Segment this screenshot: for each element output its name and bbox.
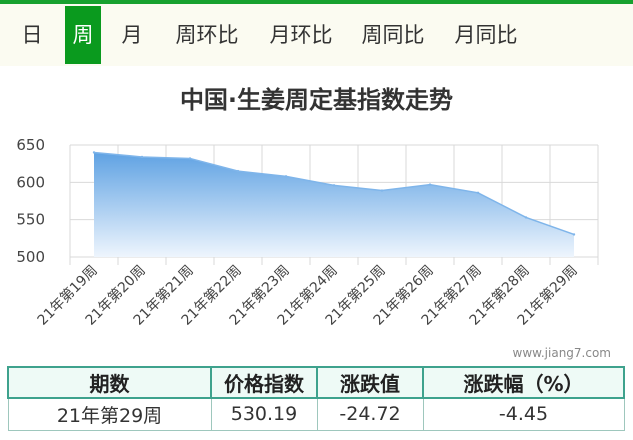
cell-change-value: -24.72 <box>316 397 424 431</box>
stats-data-row: 21年第29周 530.19 -24.72 -4.45 <box>7 397 625 431</box>
tab-month-mom[interactable]: 月环比 <box>269 23 333 47</box>
cell-period: 21年第29周 <box>7 397 212 431</box>
tab-month[interactable]: 月 <box>121 23 143 47</box>
top-accent-line <box>0 0 633 4</box>
data-point <box>428 183 432 186</box>
data-point <box>236 169 240 173</box>
watermark: www.jiang7.com <box>512 346 611 360</box>
cell-change-percent: -4.45 <box>422 397 625 431</box>
chart-title: 中国·生姜周定基指数走势 <box>179 86 454 114</box>
data-point <box>284 175 288 178</box>
header-change-value: 涨跌值 <box>316 366 424 399</box>
stats-table: 期数 价格指数 涨跌值 涨跌幅（%） 21年第29周 530.19 -24.72… <box>7 366 625 431</box>
data-point <box>140 155 144 159</box>
data-point <box>188 157 192 160</box>
tab-week-yoy[interactable]: 周同比 <box>361 23 425 47</box>
header-change-percent: 涨跌幅（%） <box>422 366 625 399</box>
data-point <box>476 191 480 194</box>
data-point <box>380 189 384 192</box>
tab-week-mom[interactable]: 周环比 <box>175 23 239 47</box>
tab-week[interactable]: 周 <box>65 6 101 64</box>
data-point <box>332 184 336 187</box>
y-tick-label: 550 <box>16 211 45 229</box>
tab-day[interactable]: 日 <box>21 23 43 47</box>
period-tabs: 日 周 月 周环比 月环比 周同比 月同比 <box>0 4 633 66</box>
y-tick-label: 500 <box>16 248 45 266</box>
tab-month-yoy[interactable]: 月同比 <box>454 23 518 47</box>
y-tick-label: 600 <box>16 173 45 191</box>
y-tick-label: 650 <box>16 136 45 154</box>
area-fill <box>94 152 574 257</box>
stats-header-row: 期数 价格指数 涨跌值 涨跌幅（%） <box>7 366 625 399</box>
cell-price-index: 530.19 <box>210 397 318 431</box>
data-point <box>92 151 96 154</box>
header-price-index: 价格指数 <box>210 366 318 399</box>
header-period: 期数 <box>7 366 212 399</box>
data-point <box>524 216 528 219</box>
data-point <box>572 233 576 236</box>
